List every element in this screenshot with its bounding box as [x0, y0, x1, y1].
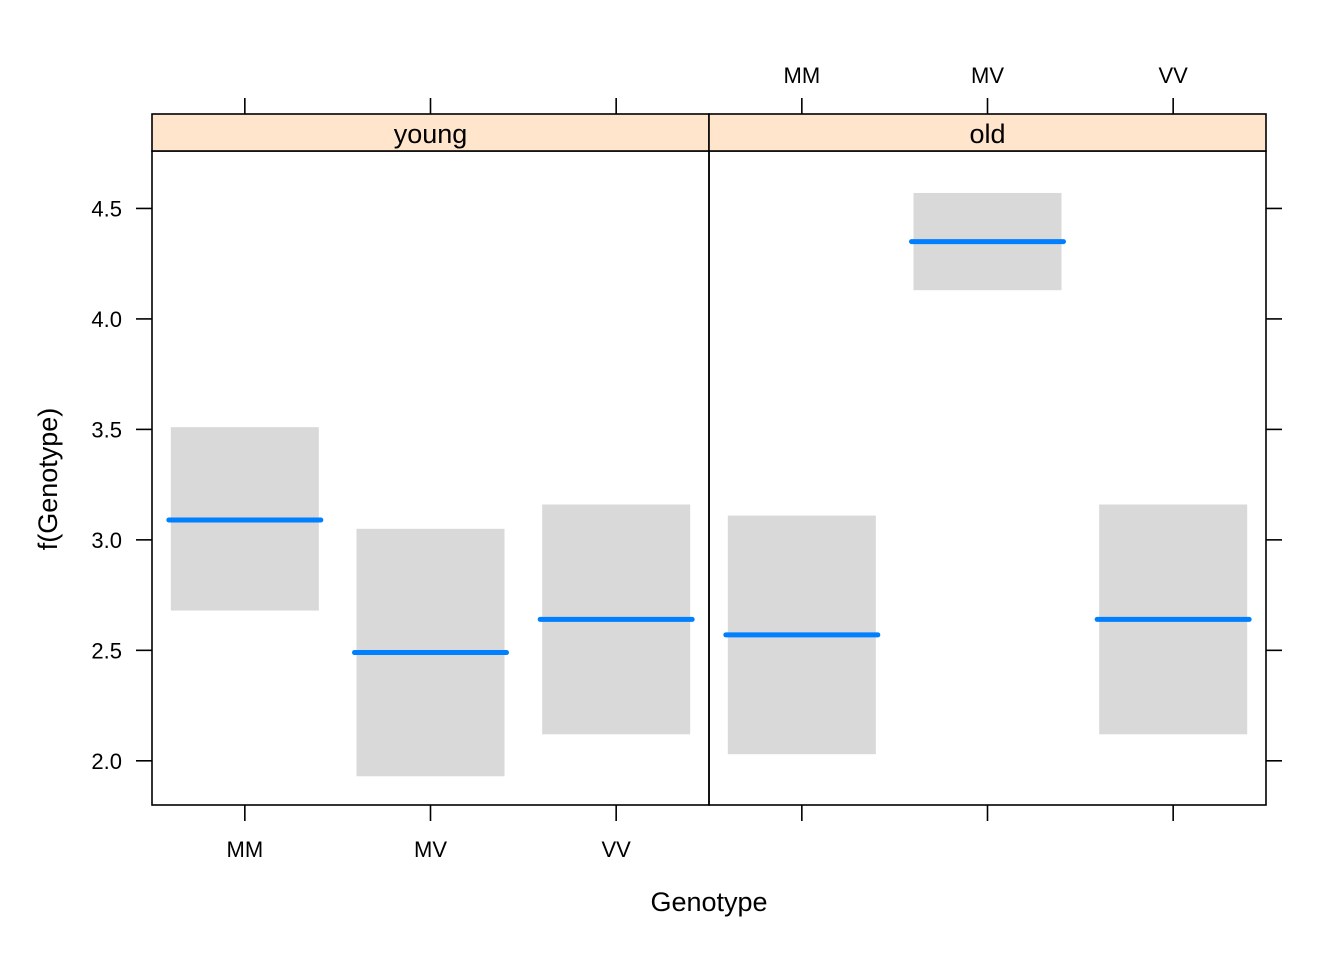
- y-tick-label-2.0: 2.0: [91, 749, 122, 774]
- y-tick-label-4.0: 4.0: [91, 307, 122, 332]
- y-tick-label-2.5: 2.5: [91, 638, 122, 663]
- strip-old: [708, 113, 1267, 152]
- y-tick-label-3.5: 3.5: [91, 417, 122, 442]
- x-tick-label-old-mm: MM: [784, 63, 821, 88]
- y-tick-label-4.5: 4.5: [91, 196, 122, 221]
- panel-strips: young old: [151, 113, 1267, 152]
- x-tick-label-old-mv: MV: [971, 63, 1004, 88]
- x-tick-label-young-mv: MV: [414, 837, 447, 862]
- axis-ticks: [136, 98, 1282, 821]
- y-axis-title: f(Genotype): [33, 408, 63, 551]
- y-tick-label-3.0: 3.0: [91, 528, 122, 553]
- x-tick-label-young-mm: MM: [227, 837, 264, 862]
- fit-lines: [166, 239, 1252, 656]
- tick-labels: MM MV VV MM MV VV 2.0 2.5 3.0 3.5 4.0 4.5: [91, 63, 1188, 862]
- x-axis-title: Genotype: [650, 887, 767, 917]
- panel-frames: [151, 150, 1267, 806]
- strip-label-young: young: [394, 119, 468, 149]
- x-tick-label-young-vv: VV: [601, 837, 631, 862]
- x-tick-label-old-vv: VV: [1158, 63, 1188, 88]
- strip-label-old: old: [969, 119, 1005, 149]
